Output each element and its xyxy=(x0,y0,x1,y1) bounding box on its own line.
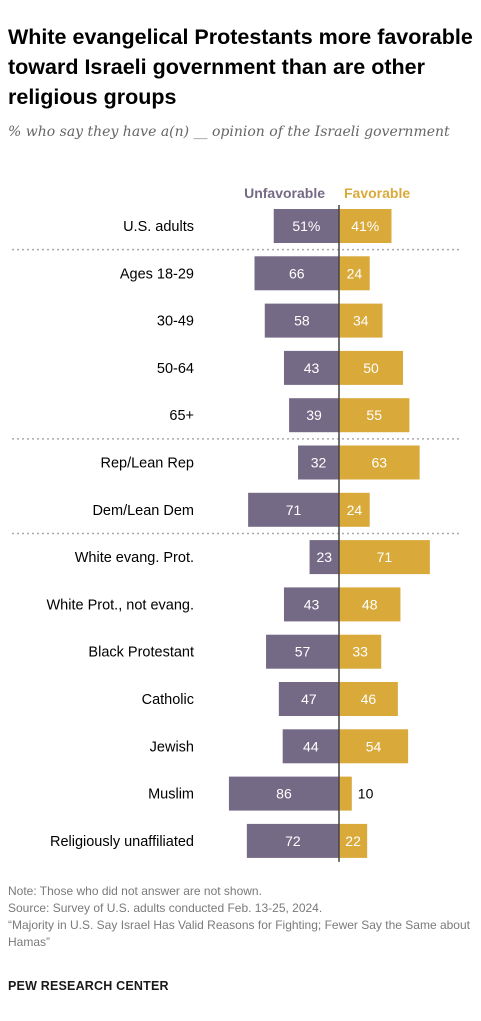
value-label-favorable: 54 xyxy=(366,738,382,754)
source-text: Source: Survey of U.S. adults conducted … xyxy=(8,901,323,915)
legend-unfavorable: Unfavorable xyxy=(244,185,325,201)
bar-unfavorable xyxy=(309,540,339,575)
bar-favorable xyxy=(339,682,398,716)
legend-favorable: Favorable xyxy=(344,185,410,201)
value-label-unfavorable: 47 xyxy=(301,691,317,707)
category-label: White Prot., not evang. xyxy=(47,597,195,613)
value-label-favorable: 55 xyxy=(366,407,382,423)
category-label: Muslim xyxy=(148,787,194,803)
category-label: 30-49 xyxy=(157,314,194,330)
bar-favorable xyxy=(339,303,383,338)
bar-unfavorable xyxy=(282,729,339,764)
value-label-unfavorable: 51% xyxy=(292,218,320,234)
value-label-favorable: 24 xyxy=(347,502,363,518)
category-label: U.S. adults xyxy=(123,219,194,235)
chart-subtitle: % who say they have a(n) __ opinion of t… xyxy=(8,124,450,140)
value-label-favorable: 71 xyxy=(377,549,393,565)
category-label: Dem/Lean Dem xyxy=(92,503,194,519)
value-label-favorable: 50 xyxy=(363,360,379,376)
bar-favorable xyxy=(339,350,403,385)
value-label-favorable: 33 xyxy=(352,644,368,660)
value-label-unfavorable: 58 xyxy=(294,313,310,329)
bar-favorable xyxy=(339,634,382,669)
value-label-favorable: 48 xyxy=(362,596,378,612)
note-text: Note: Those who did not answer are not s… xyxy=(8,884,262,898)
bar-unfavorable xyxy=(264,303,339,338)
bar-unfavorable xyxy=(266,634,339,669)
bar-unfavorable xyxy=(298,445,339,480)
value-label-unfavorable: 32 xyxy=(311,455,327,471)
category-label: Religiously unaffiliated xyxy=(50,834,194,850)
bar-unfavorable xyxy=(273,209,339,243)
bar-unfavorable xyxy=(246,823,339,858)
bar-favorable xyxy=(339,445,420,480)
category-label: Catholic xyxy=(142,692,194,708)
value-label-unfavorable: 43 xyxy=(304,360,320,376)
category-label: Ages 18-29 xyxy=(120,266,194,282)
bar-favorable xyxy=(339,729,409,764)
chart-notes: Note: Those who did not answer are not s… xyxy=(8,883,473,951)
bar-favorable xyxy=(339,540,430,575)
value-label-unfavorable: 39 xyxy=(306,407,322,423)
value-label-unfavorable: 72 xyxy=(285,833,301,849)
bar-unfavorable xyxy=(278,682,339,716)
value-label-unfavorable: 57 xyxy=(295,644,311,660)
value-label-unfavorable: 23 xyxy=(316,549,332,565)
bar-favorable xyxy=(339,823,368,858)
value-label-unfavorable: 71 xyxy=(286,502,302,518)
bar-unfavorable xyxy=(228,776,339,811)
category-label: White evang. Prot. xyxy=(75,550,194,566)
bar-unfavorable xyxy=(283,350,339,385)
bar-favorable xyxy=(339,492,370,527)
category-label: 50-64 xyxy=(157,361,194,377)
value-label-unfavorable: 43 xyxy=(304,596,320,612)
value-label-favorable: 24 xyxy=(347,265,363,281)
value-label-favorable: 46 xyxy=(361,691,377,707)
bar-favorable xyxy=(339,256,370,291)
footer-brand: PEW RESEARCH CENTER xyxy=(8,979,169,993)
bar-favorable xyxy=(339,587,401,622)
diverging-bar-chart: Unfavorable Favorable U.S. adults 51% 41% Age… xyxy=(12,185,462,862)
bar-favorable xyxy=(339,776,352,811)
bar-unfavorable xyxy=(289,398,339,433)
bar-favorable xyxy=(339,398,410,433)
value-label-favorable: 10 xyxy=(358,786,374,802)
value-label-unfavorable: 44 xyxy=(303,738,319,754)
value-label-unfavorable: 66 xyxy=(289,265,305,281)
bar-unfavorable xyxy=(254,256,339,291)
value-label-favorable: 22 xyxy=(345,833,361,849)
value-label-unfavorable: 86 xyxy=(276,786,292,802)
value-label-favorable: 63 xyxy=(372,455,388,471)
category-label: Jewish xyxy=(150,739,194,755)
chart-title: White evangelical Protestants more favor… xyxy=(8,25,473,109)
report-title-text: “Majority in U.S. Say Israel Has Valid R… xyxy=(8,918,470,949)
category-label: Black Protestant xyxy=(88,645,194,661)
category-label: 65+ xyxy=(169,408,194,424)
bar-unfavorable xyxy=(248,492,339,527)
bar-favorable xyxy=(339,209,392,243)
value-label-favorable: 34 xyxy=(353,313,369,329)
category-label: Rep/Lean Rep xyxy=(100,456,194,472)
bar-unfavorable xyxy=(283,587,339,622)
value-label-favorable: 41% xyxy=(351,218,379,234)
